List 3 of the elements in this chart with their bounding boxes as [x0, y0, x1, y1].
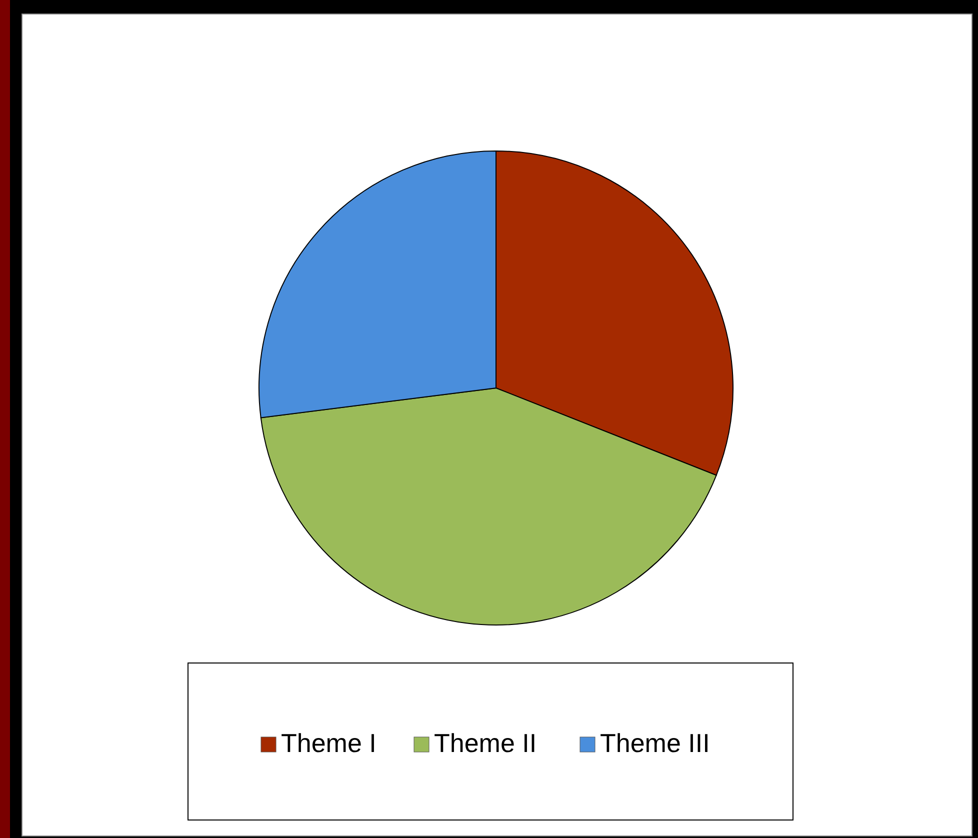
legend-label: Theme III	[600, 728, 710, 758]
legend-label: Theme I	[281, 728, 376, 758]
legend-label: Theme II	[434, 728, 537, 758]
